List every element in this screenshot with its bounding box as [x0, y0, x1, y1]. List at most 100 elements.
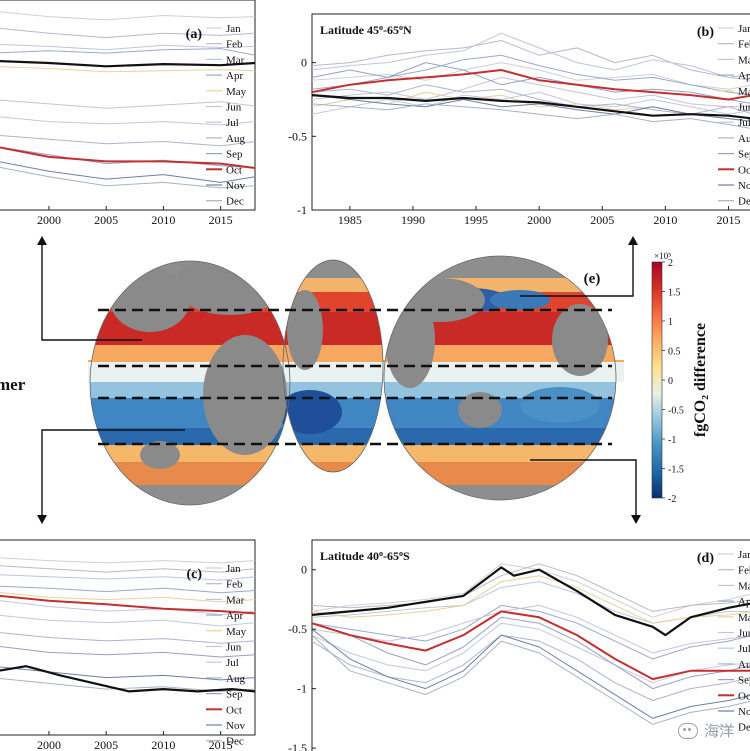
colorbar-tick-label: -0.5 — [668, 406, 684, 417]
y-tick-label: -1 — [297, 203, 307, 217]
panel-label: (a) — [186, 27, 203, 42]
map-land — [175, 256, 285, 315]
legend-label-aug: Aug — [738, 133, 750, 145]
series-line-feb — [0, 27, 255, 39]
panel-label: (c) — [186, 567, 202, 582]
map-land — [552, 304, 608, 376]
arrowhead-a — [37, 236, 47, 245]
plot-frame — [311, 539, 750, 751]
legend-label-aug: Aug — [226, 673, 245, 685]
colorbar-label: fgCO₂ difference — [692, 323, 709, 437]
legend-label-may: May — [738, 86, 750, 98]
legend: Jan Feb Mar Apr May Jun Jul Aug Sep Oct Nov Dec — [718, 549, 750, 734]
series-lines — [0, 11, 255, 189]
legend-label-feb: Feb — [226, 39, 243, 51]
series-line-may — [0, 66, 255, 73]
legend-label-jul: Jul — [738, 117, 750, 129]
x-tick-label: 2015 — [209, 213, 233, 227]
x-tick-label: 2000 — [37, 213, 61, 227]
series-line-mar — [0, 44, 255, 51]
y-tick-label: -1.5 — [288, 741, 307, 751]
legend-label-mar: Mar — [738, 580, 750, 592]
x-tick-label: 2005 — [94, 213, 118, 227]
series-line-oct — [312, 610, 750, 681]
series-line-oct — [0, 594, 255, 615]
legend-label-may: May — [738, 612, 750, 624]
legend-label-dec: Dec — [226, 736, 244, 748]
side-label: mer — [0, 375, 26, 394]
series-line-annual — [0, 60, 255, 68]
legend-label-apr: Apr — [738, 70, 750, 82]
series-line-annual — [0, 665, 255, 693]
connector-b — [520, 245, 634, 297]
map-fill — [88, 256, 624, 505]
connector-a — [41, 245, 142, 341]
panel-connectors — [37, 236, 641, 524]
colorbar-tick-label: -1.5 — [668, 465, 684, 476]
series-line-nov — [312, 628, 750, 719]
arrowhead-d — [631, 515, 641, 524]
panel-label: (d) — [697, 551, 714, 566]
map-land — [458, 392, 502, 428]
series-line-annual — [312, 94, 750, 120]
map-patch — [490, 290, 550, 310]
chart-panel-b: 1985 1990 1995 2000 2005 2010 2015 0 -0.5 -1 Latit… — [288, 13, 750, 227]
series-line-feb — [0, 565, 255, 573]
series-line-dec — [312, 103, 750, 129]
arrowhead-b — [628, 236, 638, 245]
map-lobe-outline — [282, 259, 384, 473]
legend-label-aug: Aug — [738, 659, 750, 671]
legend-label-apr: Apr — [226, 610, 243, 622]
series-line-jan — [0, 11, 255, 21]
x-tick-label: 2005 — [590, 213, 614, 227]
plot-frame — [0, 539, 256, 736]
legend-label-nov: Nov — [738, 706, 750, 718]
series-line-apr — [312, 604, 750, 660]
series-line-aug — [0, 632, 255, 644]
legend-label-dec: Dec — [738, 196, 750, 208]
y-tick-label: -1 — [297, 682, 307, 696]
chart-panel-c: 2000 2005 2010 2015(c) JanFebMarAprMayJunJul… — [0, 539, 256, 751]
legend-label-feb: Feb — [226, 579, 243, 591]
series-line-nov — [0, 161, 255, 183]
legend-label-sep: Sep — [226, 149, 243, 161]
series-line-mar — [0, 574, 255, 581]
legend-label-jan: Jan — [738, 23, 750, 35]
legend-label-aug: Aug — [226, 133, 245, 145]
colorbar-tick-label: 1.5 — [668, 288, 681, 299]
series-line-mar — [312, 32, 750, 81]
series-line-oct — [0, 146, 255, 169]
map-lobe-outline — [89, 260, 291, 506]
legend-label-jan: Jan — [226, 23, 241, 35]
legend-label-apr: Apr — [738, 596, 750, 608]
connector-d — [530, 459, 637, 515]
series-line-jun — [0, 99, 255, 109]
series-line-apr — [0, 585, 255, 594]
series-line-aug — [0, 134, 255, 147]
y-tick-label: -0.5 — [288, 129, 307, 143]
chart-panel-a: 2000 2005 2010 2015 (a) Jan Feb Mar Apr May Jun Jul… — [0, 0, 256, 227]
legend-label-sep: Sep — [226, 689, 243, 701]
legend-label-mar: Mar — [738, 54, 750, 66]
colorbar-scale — [651, 261, 663, 499]
legend-label-dec: Dec — [226, 196, 244, 208]
plot-frame — [311, 13, 750, 211]
series-lines — [312, 32, 750, 129]
y-tick-label: 0 — [301, 56, 307, 70]
chart-title: Latitude 45o-65oN — [320, 23, 412, 38]
series-line-jul — [312, 91, 750, 115]
chart-panel-d: 19851990199520002005201020150-0.5-1-1.5L… — [288, 539, 750, 751]
series-line-feb — [312, 40, 750, 78]
series-line-jan — [0, 557, 255, 564]
connector-c — [41, 429, 185, 515]
global-map: (e) mer — [0, 255, 624, 506]
map-patch — [278, 390, 342, 434]
map-lobe-outline — [383, 255, 617, 501]
series-line-dec — [312, 634, 750, 725]
legend-label-mar: Mar — [226, 594, 245, 606]
x-tick-label: 2010 — [653, 213, 677, 227]
map-band — [88, 485, 624, 505]
series-line-dec — [0, 166, 255, 189]
series-line-annual — [312, 566, 750, 637]
